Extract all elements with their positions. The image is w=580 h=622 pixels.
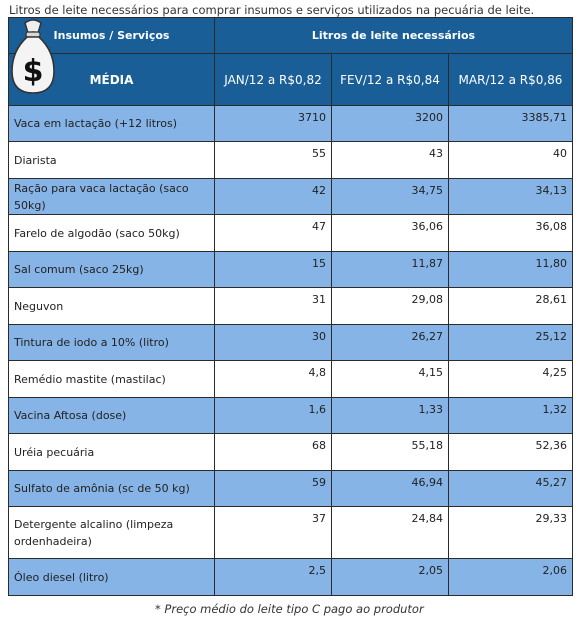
row-value: 24,84 [331,506,449,559]
money-sign: $ [23,54,44,89]
row-value: 11,87 [331,251,449,288]
header-month-mar: MAR/12 a R$0,86 [448,53,573,106]
row-value: 40 [448,141,573,179]
table-row: Detergente alcalino (limpeza ordenhadeir… [8,506,573,559]
row-value: 46,94 [331,470,449,507]
row-value: 43 [331,141,449,179]
header-month-label: MAR/12 a R$0,86 [458,72,563,87]
row-value: 36,08 [448,214,573,252]
row-value: 31 [214,287,332,325]
milk-liters-table: Insumos / Serviços Litros de leite neces… [8,17,573,596]
header-litros-label: Litros de leite necessários [311,29,476,42]
row-label: Detergente alcalino (limpeza ordenhadeir… [8,506,215,559]
row-value: 59 [214,470,332,507]
row-label: Óleo diesel (litro) [8,558,215,596]
row-value: 2,06 [448,558,573,596]
row-value: 2,5 [214,558,332,596]
header-media-label: MÉDIA [89,72,134,87]
row-label: Tintura de iodo a 10% (litro) [8,324,215,361]
row-value: 4,25 [448,360,573,398]
header-insumos-label: Insumos / Serviços [53,29,170,42]
row-value: 3385,71 [448,105,573,142]
table-row: Tintura de iodo a 10% (litro) 30 26,27 25,1… [8,324,573,361]
table-row: Neguvon 31 29,08 28,61 [8,287,573,325]
row-value: 1,33 [331,397,449,434]
row-label: Ração para vaca lactação (saco 50kg) [8,178,215,215]
row-value: 29,08 [331,287,449,325]
row-value: 1,32 [448,397,573,434]
table-wrapper: Insumos / Serviços Litros de leite neces… [8,17,573,596]
table-row: Uréia pecuária 68 55,18 52,36 [8,433,573,471]
header-month-fev: FEV/12 a R$0,84 [331,53,449,106]
row-value: 3710 [214,105,332,142]
row-value: 30 [214,324,332,361]
row-value: 42 [214,178,332,215]
row-value: 2,05 [331,558,449,596]
header-month-label: FEV/12 a R$0,84 [340,72,440,87]
table-row: Farelo de algodão (saco 50kg) 47 36,06 36,0… [8,214,573,252]
row-value: 45,27 [448,470,573,507]
row-label: Remédio mastite (mastilac) [8,360,215,398]
table-row: Vacina Aftosa (dose) 1,6 1,33 1,32 [8,397,573,434]
row-value: 47 [214,214,332,252]
row-value: 4,8 [214,360,332,398]
row-value: 37 [214,506,332,559]
row-value: 11,80 [448,251,573,288]
row-value: 52,36 [448,433,573,471]
header-litros-necessarios: Litros de leite necessários [214,17,573,54]
row-value: 1,6 [214,397,332,434]
table-row: Sal comum (saco 25kg) 15 11,87 11,80 [8,251,573,288]
row-value: 15 [214,251,332,288]
row-label: Farelo de algodão (saco 50kg) [8,214,215,252]
row-label: Neguvon [8,287,215,325]
table-caption: Litros de leite necessários para comprar… [9,3,535,17]
row-value: 29,33 [448,506,573,559]
row-value: 3200 [331,105,449,142]
row-label: Uréia pecuária [8,433,215,471]
row-label: Diarista [8,141,215,179]
row-value: 36,06 [331,214,449,252]
table-row: Remédio mastite (mastilac) 4,8 4,15 4,25 [8,360,573,398]
row-label: Vaca em lactação (+12 litros) [8,105,215,142]
table-row: Óleo diesel (litro) 2,5 2,05 2,06 [8,558,573,596]
row-value: 55,18 [331,433,449,471]
row-value: 25,12 [448,324,573,361]
header-month-jan: JAN/12 a R$0,82 [214,53,332,106]
table-row: Sulfato de amônia (sc de 50 kg) 59 46,94 45… [8,470,573,507]
row-value: 26,27 [331,324,449,361]
table-row: Diarista 55 43 40 [8,141,573,179]
row-label: Sal comum (saco 25kg) [8,251,215,288]
table-row: Vaca em lactação (+12 litros) 3710 3200 338… [8,105,573,142]
row-label: Vacina Aftosa (dose) [8,397,215,434]
row-value: 34,13 [448,178,573,215]
row-value: 68 [214,433,332,471]
row-value: 55 [214,141,332,179]
table-row: Ração para vaca lactação (saco 50kg) 42 34… [8,178,573,215]
row-value: 28,61 [448,287,573,325]
money-bag-icon: $ [11,19,55,94]
row-value: 4,15 [331,360,449,398]
row-label: Sulfato de amônia (sc de 50 kg) [8,470,215,507]
header-month-label: JAN/12 a R$0,82 [224,72,322,87]
footnote: * Preço médio do leite tipo C pago ao pr… [155,602,424,616]
row-value: 34,75 [331,178,449,215]
